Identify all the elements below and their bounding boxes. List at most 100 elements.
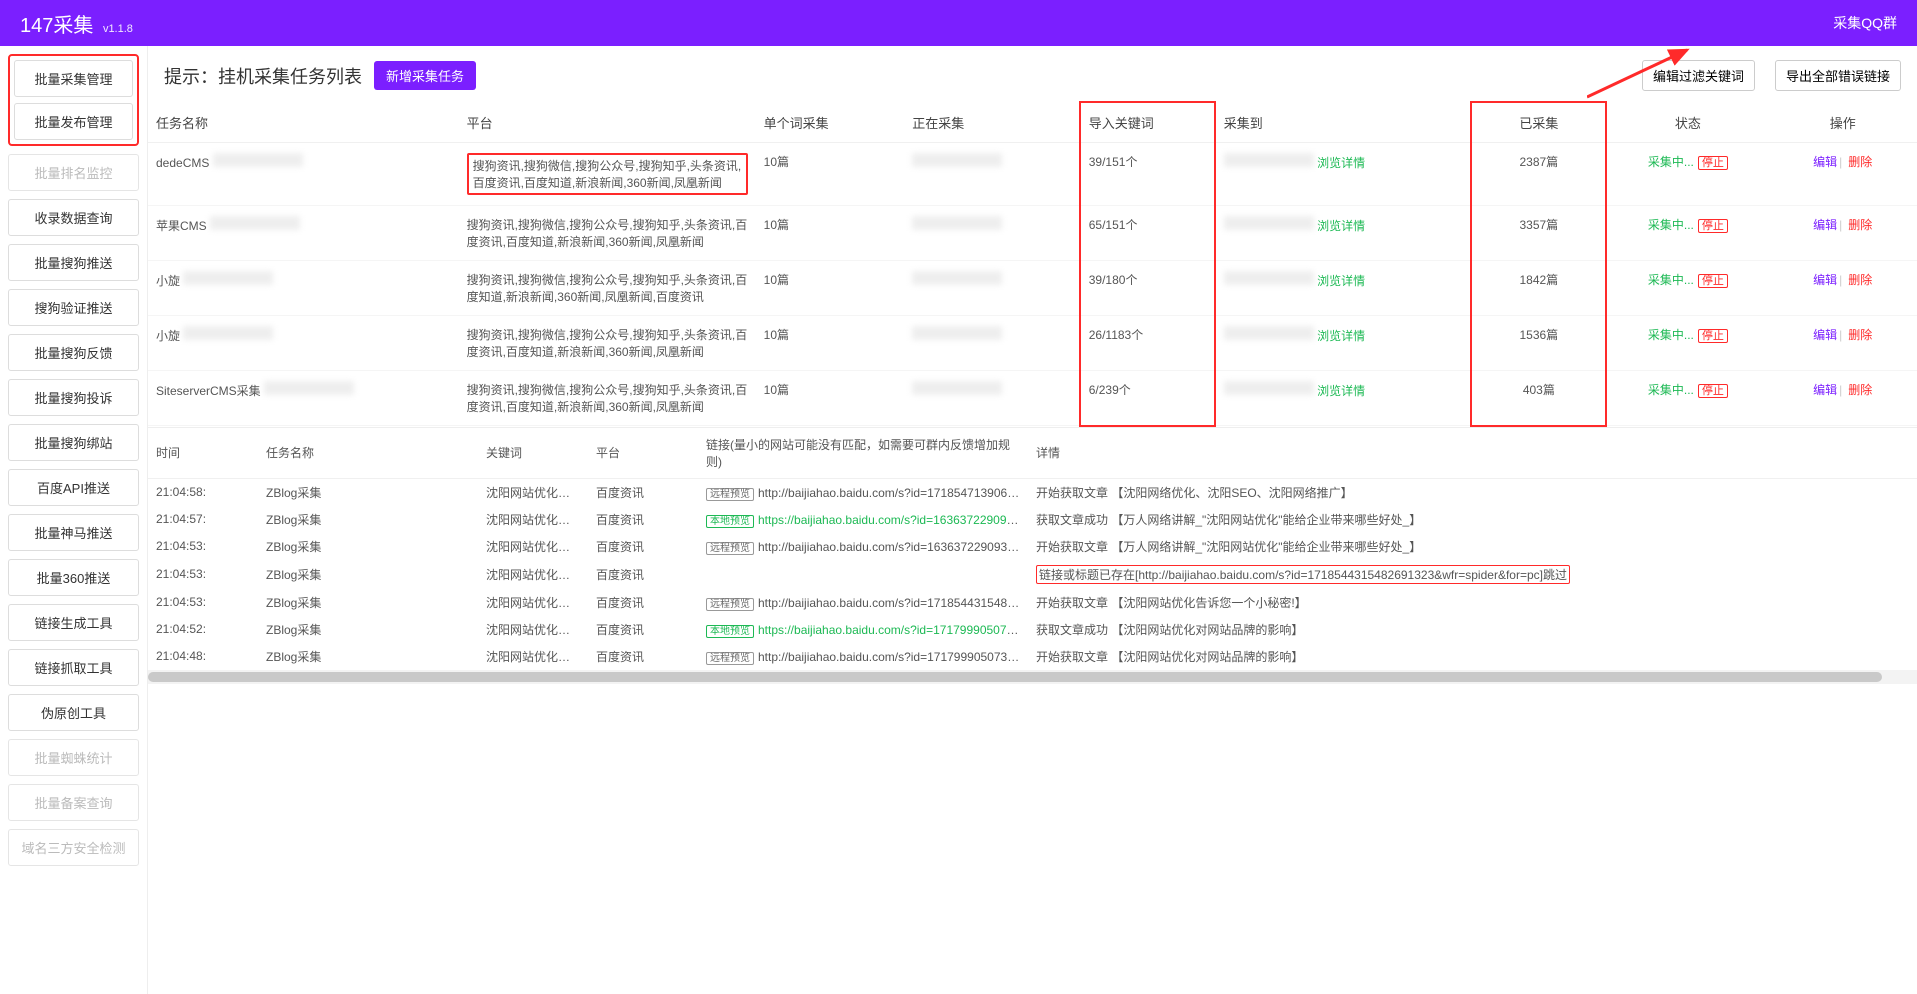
remote-preview-badge[interactable]: 远程预览 (706, 488, 754, 501)
redacted (183, 326, 273, 340)
stop-button[interactable]: 停止 (1698, 274, 1728, 288)
add-task-button[interactable]: 新增采集任务 (374, 61, 476, 90)
task-row: dedeCMS 搜狗资讯,搜狗微信,搜狗公众号,搜狗知乎,头条资讯,百度资讯,百… (148, 143, 1917, 206)
log-keyword: 沈阳网站优化价格 (478, 560, 588, 589)
platform-text: 搜狗资讯,搜狗微信,搜狗公众号,搜狗知乎,头条资讯,百度资讯,百度知道,新浪新闻… (467, 383, 748, 414)
horizontal-scrollbar[interactable] (148, 670, 1917, 684)
delete-button[interactable]: 删除 (1848, 328, 1872, 342)
status-running: 采集中... (1648, 328, 1694, 342)
view-detail-link[interactable]: 浏览详情 (1317, 156, 1365, 170)
sidebar-item-publish-manage[interactable]: 批量发布管理 (14, 103, 133, 140)
export-error-links-button[interactable]: 导出全部错误链接 (1775, 60, 1901, 91)
edit-filter-keywords-button[interactable]: 编辑过滤关键词 (1642, 60, 1755, 91)
logs-table: 时间任务名称关键词平台链接(量小的网站可能没有匹配，如需要可群内反馈增加规则)详… (148, 428, 1917, 670)
view-detail-link[interactable]: 浏览详情 (1317, 329, 1365, 343)
tasks-col-8: 操作 (1768, 102, 1917, 143)
remote-preview-badge[interactable]: 远程预览 (706, 652, 754, 665)
logs-col-1: 任务名称 (258, 428, 478, 479)
stop-button[interactable]: 停止 (1698, 219, 1728, 233)
log-detail: 获取文章成功 【万人网络讲解_"沈阳网站优化"能给企业带来哪些好处_】 (1028, 506, 1917, 533)
brand-version: v1.1.8 (103, 23, 133, 35)
sidebar-item-1[interactable]: 收录数据查询 (8, 199, 139, 236)
edit-button[interactable]: 编辑 (1813, 328, 1837, 342)
log-link[interactable]: https://baijiahao.baidu.com/s?id=1636372… (758, 513, 1028, 527)
stop-button[interactable]: 停止 (1698, 384, 1728, 398)
log-link[interactable]: http://baijiahao.baidu.com/s?id=17185443… (758, 596, 1028, 610)
local-preview-badge[interactable]: 本地预览 (706, 515, 754, 528)
task-row: 苹果CMS 搜狗资讯,搜狗微信,搜狗公众号,搜狗知乎,头条资讯,百度资讯,百度知… (148, 206, 1917, 261)
sidebar-item-10[interactable]: 链接生成工具 (8, 604, 139, 641)
logs-col-5: 详情 (1028, 428, 1917, 479)
highlighted-detail: 链接或标题已存在[http://baijiahao.baidu.com/s?id… (1036, 565, 1570, 584)
log-time: 21:04:48: (148, 643, 258, 670)
topbar: 147采集 v1.1.8 采集QQ群 (0, 0, 1917, 46)
sidebar-item-9[interactable]: 批量360推送 (8, 559, 139, 596)
redacted (1224, 381, 1314, 395)
status-running: 采集中... (1648, 155, 1694, 169)
edit-button[interactable]: 编辑 (1813, 218, 1837, 232)
brand-name: 147采集 (20, 15, 93, 37)
log-link[interactable]: http://baijiahao.baidu.com/s?id=17179990… (758, 650, 1028, 664)
task-name-prefix: dedeCMS (156, 156, 209, 170)
log-time: 21:04:58: (148, 478, 258, 506)
log-time: 21:04:53: (148, 589, 258, 616)
import-keywords: 39/180个 (1080, 261, 1215, 316)
log-link[interactable]: http://baijiahao.baidu.com/s?id=17185471… (758, 486, 1028, 500)
sidebar-item-3[interactable]: 搜狗验证推送 (8, 289, 139, 326)
remote-preview-badge[interactable]: 远程预览 (706, 542, 754, 555)
log-link-cell: 远程预览 http://baijiahao.baidu.com/s?id=1718… (698, 478, 1028, 506)
local-preview-badge[interactable]: 本地预览 (706, 625, 754, 638)
logs-col-4: 链接(量小的网站可能没有匹配，如需要可群内反馈增加规则) (698, 428, 1028, 479)
sidebar-item-2[interactable]: 批量搜狗推送 (8, 244, 139, 281)
collected-count: 403篇 (1471, 371, 1606, 426)
view-detail-link[interactable]: 浏览详情 (1317, 274, 1365, 288)
tasks-col-2: 单个词采集 (756, 102, 905, 143)
sidebar-item-8[interactable]: 批量神马推送 (8, 514, 139, 551)
log-detail: 获取文章成功 【沈阳网站优化对网站品牌的影响】 (1028, 616, 1917, 643)
remote-preview-badge[interactable]: 远程预览 (706, 598, 754, 611)
log-detail: 开始获取文章 【沈阳网络优化、沈阳SEO、沈阳网络推广】 (1028, 478, 1917, 506)
tasks-col-6: 已采集 (1471, 102, 1606, 143)
sidebar-item-5[interactable]: 批量搜狗投诉 (8, 379, 139, 416)
delete-button[interactable]: 删除 (1848, 155, 1872, 169)
log-detail: 开始获取文章 【沈阳网站优化对网站品牌的影响】 (1028, 643, 1917, 670)
collected-count: 3357篇 (1471, 206, 1606, 261)
log-row: 21:04:53:ZBlog采集沈阳网站优化价格百度资讯链接或标题已存在[htt… (148, 560, 1917, 589)
sidebar-item-4[interactable]: 批量搜狗反馈 (8, 334, 139, 371)
topbar-right-link[interactable]: 采集QQ群 (1833, 13, 1897, 33)
tasks-col-1: 平台 (459, 102, 756, 143)
tasks-col-7: 状态 (1606, 102, 1768, 143)
log-link-cell: 远程预览 http://baijiahao.baidu.com/s?id=1636… (698, 533, 1028, 560)
delete-button[interactable]: 删除 (1848, 383, 1872, 397)
status-running: 采集中... (1648, 273, 1694, 287)
sidebar-item-7[interactable]: 百度API推送 (8, 469, 139, 506)
log-row: 21:04:57:ZBlog采集沈阳网站优化价格百度资讯本地预览https://… (148, 506, 1917, 533)
log-link[interactable]: http://baijiahao.baidu.com/s?id=16363722… (758, 540, 1028, 554)
delete-button[interactable]: 删除 (1848, 273, 1872, 287)
sidebar-item-14: 批量备案查询 (8, 784, 139, 821)
sidebar-item-11[interactable]: 链接抓取工具 (8, 649, 139, 686)
single-count: 10篇 (756, 143, 905, 206)
log-keyword: 沈阳网站优化价格 (478, 478, 588, 506)
sidebar-item-12[interactable]: 伪原创工具 (8, 694, 139, 731)
redacted (210, 216, 300, 230)
main-content: 提示：挂机采集任务列表 新增采集任务 编辑过滤关键词 导出全部错误链接 任务名称… (148, 46, 1917, 994)
view-detail-link[interactable]: 浏览详情 (1317, 219, 1365, 233)
brand: 147采集 v1.1.8 (20, 9, 133, 38)
log-link[interactable]: https://baijiahao.baidu.com/s?id=1717999… (758, 623, 1028, 637)
stop-button[interactable]: 停止 (1698, 329, 1728, 343)
edit-button[interactable]: 编辑 (1813, 383, 1837, 397)
delete-button[interactable]: 删除 (1848, 218, 1872, 232)
log-row: 21:04:53:ZBlog采集沈阳网站优化价格百度资讯远程预览http://b… (148, 533, 1917, 560)
edit-button[interactable]: 编辑 (1813, 155, 1837, 169)
sidebar-item-6[interactable]: 批量搜狗绑站 (8, 424, 139, 461)
tasks-table: 任务名称平台单个词采集正在采集导入关键词采集到已采集状态操作 dedeCMS 搜… (148, 101, 1917, 427)
stop-button[interactable]: 停止 (1698, 156, 1728, 170)
sidebar-item-collect-manage[interactable]: 批量采集管理 (14, 60, 133, 97)
log-task: ZBlog采集 (258, 589, 478, 616)
task-name-prefix: SiteserverCMS采集 (156, 384, 261, 398)
single-count: 10篇 (756, 261, 905, 316)
collected-count: 1842篇 (1471, 261, 1606, 316)
edit-button[interactable]: 编辑 (1813, 273, 1837, 287)
view-detail-link[interactable]: 浏览详情 (1317, 384, 1365, 398)
